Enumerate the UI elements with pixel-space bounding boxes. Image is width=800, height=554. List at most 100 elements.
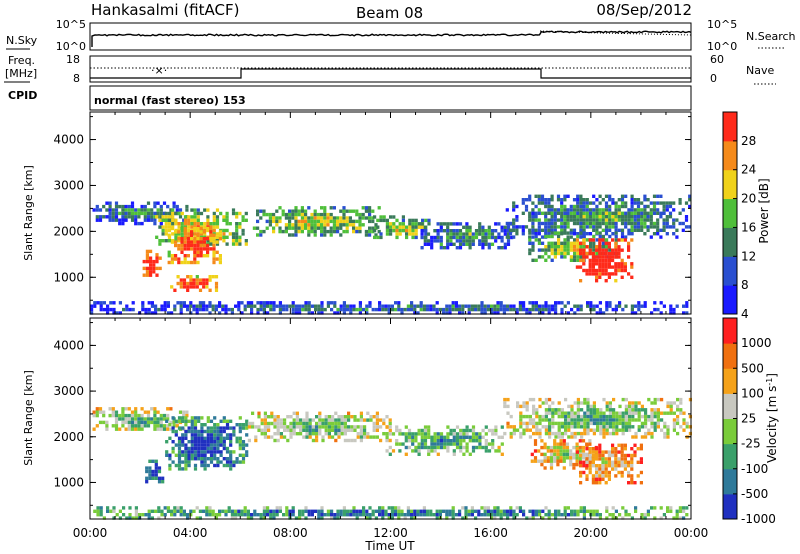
heatmap-cell [297,226,301,230]
heatmap-cell [540,459,544,463]
heatmap-cell [550,211,554,215]
heatmap-cell [553,442,557,446]
heatmap-cell [452,232,456,236]
heatmap-cell [343,421,347,426]
heatmap-cell [122,307,126,312]
heatmap-cell [576,234,580,239]
heatmap-cell [90,304,94,308]
heatmap-cell [528,311,532,315]
heatmap-cell [682,506,686,510]
heatmap-cell [549,445,554,450]
heatmap-cell [636,208,641,212]
heatmap-cell [569,245,573,249]
heatmap-cell [666,411,670,415]
heatmap-cell [573,251,577,256]
heatmap-cell [467,307,471,312]
heatmap-cell [535,425,539,429]
heatmap-cell [471,432,476,436]
heatmap-cell [336,226,340,230]
heatmap-cell [187,419,191,423]
heatmap-cell [636,218,641,222]
heatmap-cell [563,215,567,219]
heatmap-cell [241,440,246,444]
heatmap-cell [158,225,162,229]
heatmap-cell [682,516,686,520]
heatmap-cell [598,450,602,454]
heatmap-cell [604,255,608,259]
heatmap-cell [320,301,324,305]
heatmap-cell [427,428,431,433]
heatmap-cell [206,250,210,254]
heatmap-cell [607,457,611,461]
heatmap-cell [294,229,298,234]
heatmap-cell [345,219,349,224]
heatmap-cell [535,421,539,426]
heatmap-cell [154,473,158,477]
heatmap-cell [208,288,212,292]
heatmap-cell [496,311,500,315]
heatmap-cell [167,254,171,258]
heatmap-cell [183,257,187,261]
heatmap-cell [583,425,587,429]
heatmap-cell [605,238,609,242]
heatmap-cell [544,204,548,209]
heatmap-cell [682,428,686,432]
heatmap-cell [630,453,634,458]
heatmap-cell [608,234,612,239]
heatmap-cell [245,443,249,447]
heatmap-cell [618,513,622,517]
heatmap-cell [653,428,657,432]
heatmap-cell [203,429,207,434]
heatmap-cell [212,247,216,251]
heatmap-cell [506,225,511,229]
heatmap-cell [675,304,679,308]
heatmap-cell [624,428,628,432]
heatmap-cell [187,429,191,434]
heatmap-cell [145,273,149,277]
heatmap-cell [592,307,596,312]
heatmap-cell [318,425,322,429]
heatmap-cell [200,446,204,451]
heatmap-cell [601,470,605,475]
heatmap-cell [375,428,379,432]
heatmap-cell [163,301,167,305]
heatmap-cell [621,421,625,426]
heatmap-cell [310,304,314,308]
heatmap-cell [572,466,576,470]
heatmap-cell [439,239,443,243]
heatmap-cell [348,219,352,224]
heatmap-cell [579,464,583,468]
heatmap-cell [554,431,558,436]
heatmap-cell [209,237,213,241]
heatmap-cell [515,204,519,209]
heatmap-cell [465,432,469,436]
colorbar-tick-label: 16 [741,220,756,234]
heatmap-cell [178,215,183,219]
heatmap-cell [443,435,447,439]
heatmap-cell [231,235,236,239]
heatmap-cell [108,211,112,216]
heatmap-cell [624,211,628,215]
heatmap-cell [263,435,267,439]
heatmap-cell [672,418,676,422]
heatmap-cell [540,445,544,450]
heatmap-cell [563,231,567,235]
heatmap-cell [669,311,673,315]
heatmap-cell [624,215,628,219]
heatmap-cell [672,401,676,405]
heatmap-cell [162,424,167,428]
heatmap-cell [612,397,616,402]
heatmap-cell [652,194,657,198]
heatmap-cell [218,257,222,261]
heatmap-cell [512,307,516,312]
heatmap-cell [570,418,574,422]
heatmap-cell [222,436,226,440]
heatmap-cell [162,211,167,216]
heatmap-cell [557,301,561,305]
heatmap-cell [589,301,593,305]
heatmap-cell [390,509,394,513]
heatmap-cell [232,429,236,434]
heatmap-cell [644,421,648,426]
heatmap-cell [465,225,469,229]
heatmap-cell [449,232,453,236]
